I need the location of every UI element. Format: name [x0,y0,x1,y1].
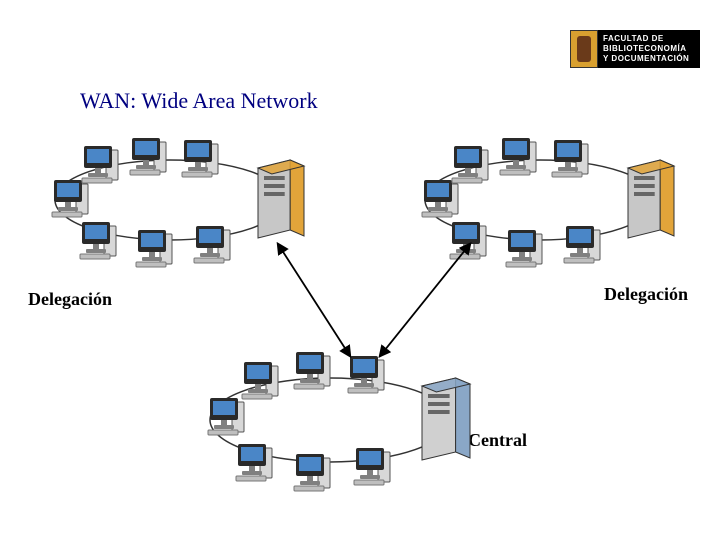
workstation-icon [348,356,384,393]
workstation-icon [242,362,278,399]
workstation-icon [500,138,536,175]
server-icon [258,160,304,238]
workstation-icon [130,138,166,175]
workstation-icon [564,226,600,263]
workstation-icon [422,180,458,217]
workstation-icon [182,140,218,177]
workstation-icon [354,448,390,485]
workstation-icon [136,230,172,267]
workstation-icon [194,226,230,263]
workstation-icon [82,146,118,183]
workstation-icon [450,222,486,259]
workstation-icon [80,222,116,259]
workstation-icon [506,230,542,267]
server-icon [628,160,674,238]
workstation-icon [552,140,588,177]
wan-link [278,244,350,356]
wan-link [380,244,470,356]
workstation-icon [52,180,88,217]
workstation-icon [294,454,330,491]
workstation-icon [236,444,272,481]
workstation-icon [294,352,330,389]
server-icon [422,378,470,460]
network-diagram [0,0,720,540]
workstation-icon [452,146,488,183]
